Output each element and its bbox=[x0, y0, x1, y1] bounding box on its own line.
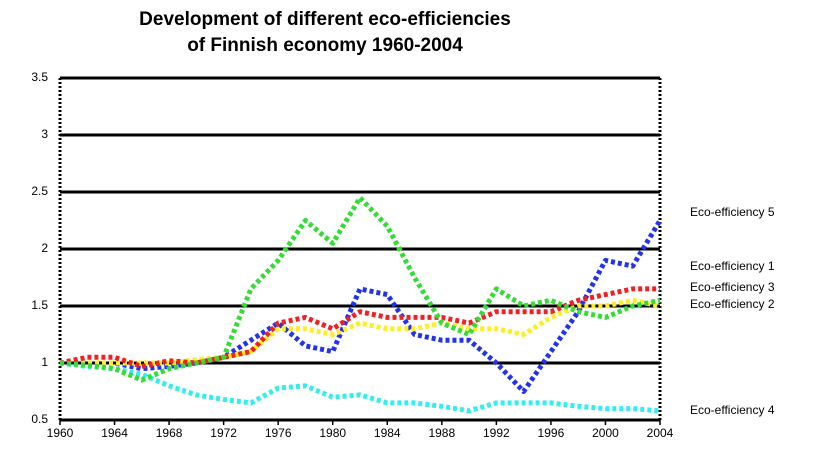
chart-title: Development of different eco-efficiencie… bbox=[139, 9, 511, 30]
x-tick-label: 1964 bbox=[101, 426, 128, 440]
series-label: Eco-efficiency 3 bbox=[690, 280, 775, 294]
x-tick-label: 1976 bbox=[265, 426, 292, 440]
y-tick-label: 0.5 bbox=[31, 412, 48, 426]
series-line bbox=[59, 195, 661, 383]
series-label: Eco-efficiency 4 bbox=[690, 403, 775, 417]
series-line bbox=[59, 286, 660, 369]
y-tick-label: 2 bbox=[41, 241, 48, 255]
y-tick-label: 3 bbox=[41, 127, 48, 141]
series-line bbox=[60, 297, 661, 366]
x-tick-label: 1984 bbox=[374, 426, 401, 440]
y-tick-label: 1 bbox=[41, 355, 48, 369]
series-label: Eco-efficiency 2 bbox=[690, 297, 775, 311]
x-tick-label: 1996 bbox=[538, 426, 565, 440]
x-tick-label: 1988 bbox=[428, 426, 455, 440]
x-tick-label: 2004 bbox=[647, 426, 674, 440]
chart-title: of Finnish economy 1960-2004 bbox=[187, 35, 463, 56]
series-label: Eco-efficiency 5 bbox=[690, 205, 775, 219]
x-tick-label: 2000 bbox=[592, 426, 619, 440]
series-line bbox=[60, 219, 663, 394]
x-tick-label: 1960 bbox=[47, 426, 74, 440]
series-line bbox=[59, 360, 661, 414]
x-tick-label: 1968 bbox=[156, 426, 183, 440]
x-tick-label: 1972 bbox=[210, 426, 237, 440]
y-tick-label: 1.5 bbox=[31, 298, 48, 312]
y-tick-label: 2.5 bbox=[31, 184, 48, 198]
x-tick-label: 1992 bbox=[483, 426, 510, 440]
x-tick-label: 1980 bbox=[319, 426, 346, 440]
series-label: Eco-efficiency 1 bbox=[690, 259, 775, 273]
y-tick-label: 3.5 bbox=[31, 70, 48, 84]
